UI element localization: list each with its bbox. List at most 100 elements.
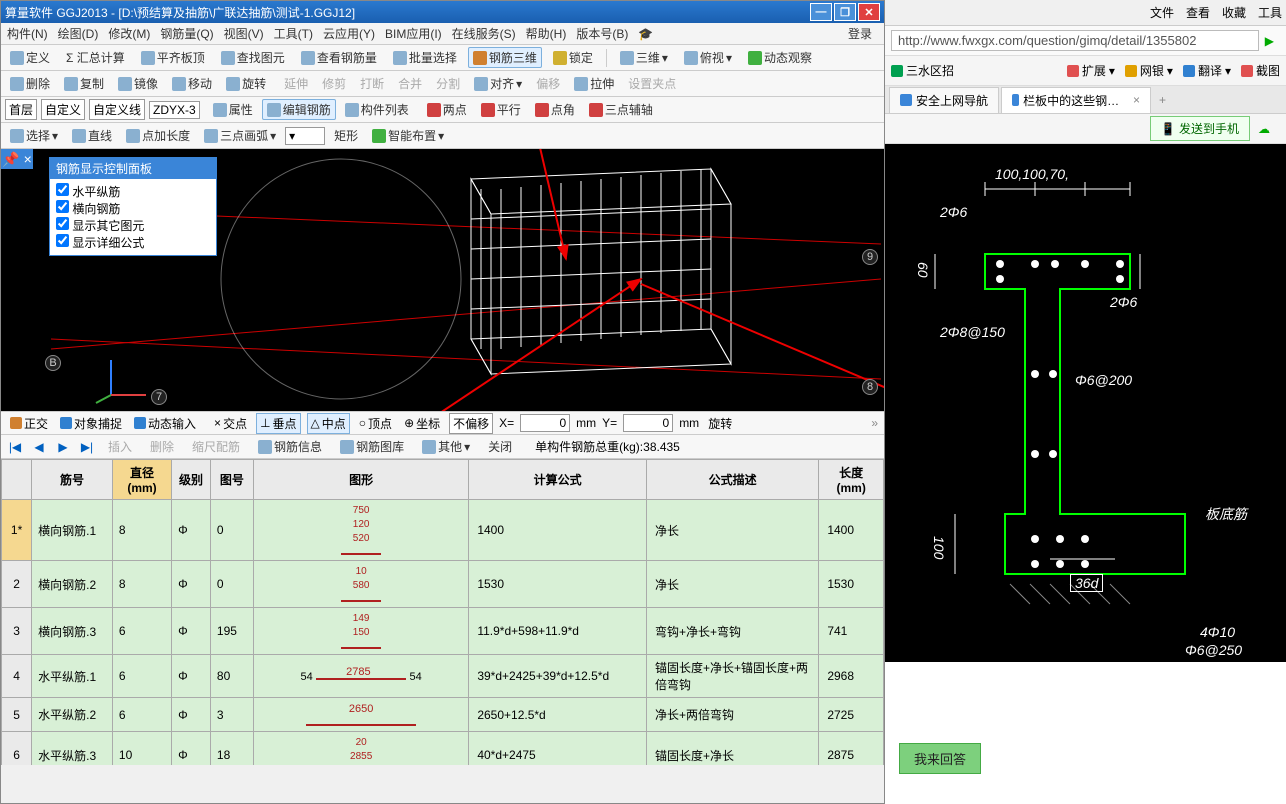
cell-name[interactable]: 横向钢筋.1 <box>32 500 113 561</box>
trim-button[interactable]: 修剪 <box>317 73 351 94</box>
cell-fig[interactable]: 80 <box>210 655 253 698</box>
cell-dia[interactable]: 6 <box>112 698 171 732</box>
mid-toggle[interactable]: △ 中点 <box>307 413 350 434</box>
menu-rebar[interactable]: 钢筋量(Q) <box>160 25 213 42</box>
cell-name[interactable]: 水平纵筋.2 <box>32 698 113 732</box>
cell-grade[interactable]: Φ <box>172 732 211 766</box>
new-tab-button[interactable]: + <box>1153 93 1172 107</box>
flat-slab-button[interactable]: 平齐板顶 <box>136 47 210 68</box>
cell-formula[interactable]: 2650+12.5*d <box>469 698 647 732</box>
cell-fig[interactable]: 0 <box>210 500 253 561</box>
cell-shape[interactable]: 202855 <box>253 732 468 766</box>
row-num[interactable]: 1* <box>2 500 32 561</box>
cell-dia[interactable]: 6 <box>112 655 171 698</box>
deflect-select[interactable]: 不偏移 <box>449 413 493 434</box>
cell-name[interactable]: 横向钢筋.3 <box>32 608 113 655</box>
other-button[interactable]: 其他 ▾ <box>417 436 475 457</box>
chk4[interactable] <box>56 234 69 247</box>
table-header[interactable]: 直径(mm) <box>112 460 171 500</box>
table-row[interactable]: 2横向钢筋.28Φ0105801530净长1530 <box>2 561 884 608</box>
cell-shape[interactable]: 54 2785 54 <box>253 655 468 698</box>
rebar-display-panel[interactable]: 钢筋显示控制面板 水平纵筋 横向钢筋 显示其它图元 显示详细公式 <box>49 157 217 256</box>
cell-grade[interactable]: Φ <box>172 608 211 655</box>
extend-button[interactable]: 延伸 <box>279 73 313 94</box>
url-go-icon[interactable]: ▶ <box>1259 34 1280 48</box>
ext-screenshot[interactable]: 截图 <box>1241 62 1280 79</box>
cell-desc[interactable]: 锚固长度+净长 <box>647 732 819 766</box>
select-button[interactable]: 选择 ▾ <box>5 125 63 146</box>
align-button[interactable]: 对齐 ▾ <box>469 73 527 94</box>
top-file[interactable]: 文件 <box>1150 4 1174 21</box>
chk3[interactable] <box>56 217 69 230</box>
row-num[interactable]: 4 <box>2 655 32 698</box>
smart-button[interactable]: 智能布置 ▾ <box>367 125 449 146</box>
menu-bim[interactable]: BIM应用(I) <box>385 25 442 42</box>
cell-dia[interactable]: 8 <box>112 561 171 608</box>
cell-dia[interactable]: 10 <box>112 732 171 766</box>
rebar-table[interactable]: 筋号直径(mm)级别图号图形计算公式公式描述长度(mm) 1*横向钢筋.18Φ0… <box>1 459 884 765</box>
custom-select[interactable]: 自定义 <box>41 99 85 120</box>
cloud-icon[interactable]: ☁ <box>1250 122 1278 136</box>
menu-cloud[interactable]: 云应用(Y) <box>323 25 375 42</box>
cell-len[interactable]: 1400 <box>819 500 884 561</box>
menu-view[interactable]: 视图(V) <box>224 25 264 42</box>
cell-desc[interactable]: 净长+两倍弯钩 <box>647 698 819 732</box>
cell-grade[interactable]: Φ <box>172 561 211 608</box>
cell-len[interactable]: 2725 <box>819 698 884 732</box>
cell-len[interactable]: 2875 <box>819 732 884 766</box>
sum-button[interactable]: Σ 汇总计算 <box>61 47 130 68</box>
vertex-toggle[interactable]: ○ 顶点 <box>356 414 395 433</box>
rebar-3d-button[interactable]: 钢筋三维 <box>468 47 542 68</box>
menu-draw[interactable]: 绘图(D) <box>58 25 99 42</box>
ext-expand[interactable]: 扩展 ▾ <box>1067 62 1115 79</box>
menu-help[interactable]: 帮助(H) <box>526 25 567 42</box>
chevron-right-icon[interactable]: » <box>871 416 878 430</box>
code-select[interactable]: ZDYX-3 <box>149 101 200 119</box>
ext-translate[interactable]: 翻译 ▾ <box>1183 62 1231 79</box>
rotate-toggle[interactable]: 旋转 <box>705 414 735 433</box>
mirror-button[interactable]: 镜像 <box>113 73 163 94</box>
table-header[interactable]: 级别 <box>172 460 211 500</box>
table-header[interactable]: 筋号 <box>32 460 113 500</box>
cell-grade[interactable]: Φ <box>172 698 211 732</box>
table-row[interactable]: 5水平纵筋.26Φ326502650+12.5*d净长+两倍弯钩2725 <box>2 698 884 732</box>
view-rebar-button[interactable]: 查看钢筋量 <box>296 47 382 68</box>
pt-angle-button[interactable]: 点角 <box>530 99 580 120</box>
cell-grade[interactable]: Φ <box>172 655 211 698</box>
custom-line-select[interactable]: 自定义线 <box>89 99 145 120</box>
row-num[interactable]: 3 <box>2 608 32 655</box>
grip-button[interactable]: 设置夹点 <box>623 73 681 94</box>
find-comp-button[interactable]: 查找图元 <box>216 47 290 68</box>
props-button[interactable]: 属性 <box>208 99 258 120</box>
cell-fig[interactable]: 18 <box>210 732 253 766</box>
cell-len[interactable]: 741 <box>819 608 884 655</box>
ortho-toggle[interactable]: 正交 <box>7 414 51 433</box>
url-input[interactable] <box>891 30 1259 51</box>
intersect-toggle[interactable]: × 交点 <box>211 414 250 433</box>
chk-vrebar[interactable]: 横向钢筋 <box>56 200 210 217</box>
delete-row-button[interactable]: 删除 <box>145 436 179 457</box>
top-fav[interactable]: 收藏 <box>1222 4 1246 21</box>
lock-button[interactable]: 锁定 <box>548 47 598 68</box>
cell-fig[interactable]: 3 <box>210 698 253 732</box>
merge-button[interactable]: 合并 <box>393 73 427 94</box>
cell-dia[interactable]: 8 <box>112 500 171 561</box>
top-view[interactable]: 查看 <box>1186 4 1210 21</box>
cell-fig[interactable]: 0 <box>210 561 253 608</box>
empty-select[interactable]: ▾ <box>285 127 325 145</box>
table-header[interactable]: 图形 <box>253 460 468 500</box>
x-input[interactable] <box>520 414 570 432</box>
top-tools[interactable]: 工具 <box>1258 4 1282 21</box>
prev-button[interactable]: ◀ <box>31 439 47 455</box>
tab-safenet[interactable]: 安全上网导航 <box>889 87 999 113</box>
ext-sanshui[interactable]: 三水区招 <box>891 62 954 79</box>
cell-desc[interactable]: 净长 <box>647 500 819 561</box>
hat-icon[interactable]: 🎓 <box>638 27 653 41</box>
table-header[interactable]: 公式描述 <box>647 460 819 500</box>
cell-formula[interactable]: 39*d+2425+39*d+12.5*d <box>469 655 647 698</box>
cell-len[interactable]: 2968 <box>819 655 884 698</box>
chk-other[interactable]: 显示其它图元 <box>56 217 210 234</box>
menu-online[interactable]: 在线服务(S) <box>452 25 516 42</box>
pt-len-button[interactable]: 点加长度 <box>121 125 195 146</box>
3d-button[interactable]: 三维 ▾ <box>615 47 673 68</box>
